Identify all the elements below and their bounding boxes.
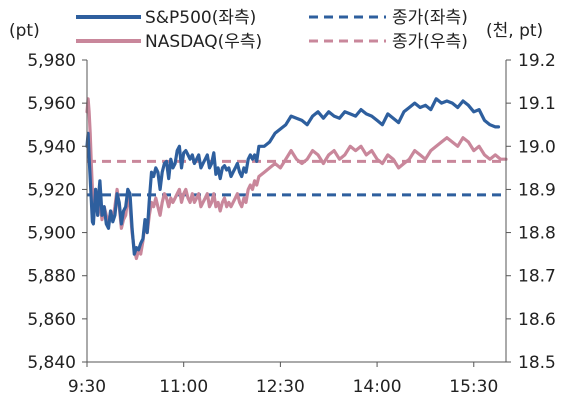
right-tick-label: 18.8: [518, 224, 556, 244]
right-tick-label: 19.0: [518, 137, 556, 157]
legend: S&P500(좌측) NASDAQ(우측) 종가(좌측) 종가(우측): [76, 8, 468, 52]
plot-area: [85, 97, 508, 261]
left-tick-label: 5,920: [27, 180, 76, 200]
left-tick-label: 5,900: [27, 224, 76, 244]
left-tick-label: 5,980: [27, 51, 76, 71]
tick-labels: 5,840 5,860 5,880 5,900 5,920 5,940 5,960 5,980…: [27, 51, 556, 397]
x-tick-label: 14:00: [353, 377, 402, 397]
legend-label-close-right: 종가(우측): [392, 32, 468, 52]
left-tick-label: 5,880: [27, 267, 76, 287]
x-tick-label: 12:30: [256, 377, 305, 397]
left-tick-label: 5,860: [27, 310, 76, 330]
right-tick-label: 18.5: [518, 353, 556, 373]
legend-label-sp500: S&P500(좌측): [145, 8, 256, 28]
left-tick-label: 5,960: [27, 94, 76, 114]
right-tick-label: 18.9: [518, 180, 556, 200]
x-tick-label: 9:30: [68, 377, 106, 397]
x-tick-label: 15:30: [449, 377, 498, 397]
right-tick-label: 18.6: [518, 310, 556, 330]
right-tick-label: 19.1: [518, 94, 556, 114]
left-tick-label: 5,940: [27, 137, 76, 157]
series-line-sp500: [85, 97, 501, 256]
axes: [86, 60, 507, 363]
right-tick-label: 19.2: [518, 51, 556, 71]
right-axis-unit: (천, pt): [486, 21, 543, 41]
x-tick-label: 11:00: [159, 377, 208, 397]
legend-label-close-left: 종가(좌측): [392, 8, 468, 28]
left-tick-label: 5,840: [27, 353, 76, 373]
left-axis-unit: (pt): [9, 21, 40, 41]
right-tick-label: 18.7: [518, 267, 556, 287]
legend-label-nasdaq: NASDAQ(우측): [145, 32, 262, 52]
